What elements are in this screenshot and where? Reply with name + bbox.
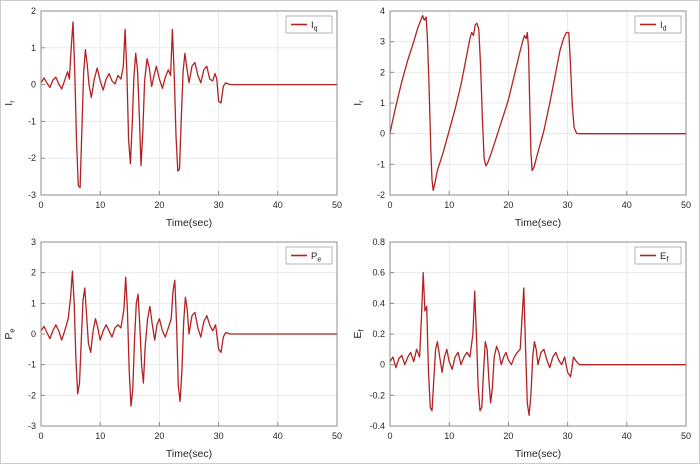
legend: Pe <box>285 246 333 265</box>
x-tick-label: 40 <box>273 431 283 441</box>
y-tick-label: 0.6 <box>372 268 385 278</box>
y-axis-label: Pe <box>3 328 17 339</box>
y-tick-label: -3 <box>28 190 36 200</box>
x-tick-label: 0 <box>387 431 392 441</box>
y-tick-label: -0.2 <box>369 390 385 400</box>
x-tick-label: 0 <box>387 200 392 210</box>
trace-line <box>389 14 687 192</box>
chart-pe: 0 10 20 30 40 50 -3 -2 -1 0 1 2 3 Time(sec) Pe Pe <box>3 237 342 460</box>
legend-box <box>634 15 682 34</box>
plot-id: 0 10 20 30 40 50 -2 -1 0 1 2 3 4 Time(sec) Ir Id <box>350 1 699 232</box>
y-tick-label: 2 <box>380 67 385 77</box>
y-tick-label: 0 <box>31 329 36 339</box>
y-tick-label: 0 <box>31 80 36 90</box>
x-tick-label: 40 <box>273 200 283 210</box>
legend-box <box>285 246 333 265</box>
y-tick-label: 2 <box>31 268 36 278</box>
y-tick-label: -2 <box>28 153 36 163</box>
y-tick-label: 3 <box>31 237 36 247</box>
plot-iq: 0 10 20 30 40 50 -3 -2 -1 0 1 2 Time(sec) Ir Iq <box>1 1 350 232</box>
x-tick-label: 50 <box>332 200 342 210</box>
trace-line <box>40 270 338 407</box>
legend-box <box>634 246 682 265</box>
x-tick-label: 50 <box>681 431 691 441</box>
plot-ef: 0 10 20 30 40 50 -0.4 -0.2 0 0.2 0.4 0.6 0.8 Time(sec… <box>350 232 699 463</box>
chart-id: 0 10 20 30 40 50 -2 -1 0 1 2 3 4 Time(sec) Ir Id <box>352 6 691 229</box>
y-tick-label: 0.8 <box>372 237 385 247</box>
y-tick-label: 0 <box>380 360 385 370</box>
chart-iq: 0 10 20 30 40 50 -3 -2 -1 0 1 2 Time(sec) Ir Iq <box>3 6 342 229</box>
y-tick-label: 0.4 <box>372 298 385 308</box>
y-tick-label: -1 <box>28 360 36 370</box>
y-tick-label: -2 <box>28 390 36 400</box>
y-tick-label: -1 <box>28 116 36 126</box>
legend-box <box>285 15 333 34</box>
chart-ef: 0 10 20 30 40 50 -0.4 -0.2 0 0.2 0.4 0.6 0.8 Time(sec… <box>352 237 691 460</box>
y-tick-label: -0.4 <box>369 421 385 431</box>
x-tick-label: 20 <box>154 200 164 210</box>
x-tick-label: 30 <box>563 431 573 441</box>
y-tick-label: 3 <box>380 37 385 47</box>
y-tick-label: 1 <box>31 298 36 308</box>
legend-label: Pe <box>311 251 321 264</box>
y-tick-label: 0.2 <box>372 329 385 339</box>
x-tick-label: 10 <box>444 200 454 210</box>
x-tick-label: 30 <box>563 200 573 210</box>
x-tick-label: 50 <box>332 431 342 441</box>
x-tick-label: 40 <box>622 431 632 441</box>
x-tick-label: 0 <box>38 431 43 441</box>
y-tick-label: 4 <box>380 6 385 16</box>
x-tick-label: 0 <box>38 200 43 210</box>
x-tick-label: 20 <box>503 431 513 441</box>
y-axis-label: Ef <box>352 329 366 339</box>
x-tick-label: 30 <box>214 431 224 441</box>
y-tick-label: 1 <box>380 98 385 108</box>
x-tick-label: 10 <box>95 431 105 441</box>
legend-label: Iq <box>311 20 318 33</box>
legend-label: Id <box>660 20 667 33</box>
x-axis-label: Time(sec) <box>515 217 561 229</box>
x-tick-label: 20 <box>503 200 513 210</box>
y-tick-label: 1 <box>31 43 36 53</box>
legend: Ef <box>634 246 682 265</box>
trace-line <box>40 21 338 189</box>
y-tick-label: -1 <box>377 159 385 169</box>
y-tick-label: -3 <box>28 421 36 431</box>
x-axis-label: Time(sec) <box>166 217 212 229</box>
x-tick-label: 40 <box>622 200 632 210</box>
trace-line <box>389 272 687 416</box>
y-tick-label: -2 <box>377 190 385 200</box>
x-tick-label: 20 <box>154 431 164 441</box>
x-axis-label: Time(sec) <box>166 448 212 460</box>
x-axis-label: Time(sec) <box>515 448 561 460</box>
y-tick-label: 2 <box>31 6 36 16</box>
y-tick-label: 0 <box>380 129 385 139</box>
legend: Iq <box>285 15 333 34</box>
plot-pe: 0 10 20 30 40 50 -3 -2 -1 0 1 2 3 Time(sec) Pe Pe <box>1 232 350 463</box>
x-tick-label: 50 <box>681 200 691 210</box>
x-tick-label: 30 <box>214 200 224 210</box>
axes-box <box>40 10 338 196</box>
y-axis-label: Ir <box>3 100 17 106</box>
legend-label: Ef <box>660 251 668 264</box>
legend: Id <box>634 15 682 34</box>
x-tick-label: 10 <box>95 200 105 210</box>
x-tick-label: 10 <box>444 431 454 441</box>
y-axis-label: Ir <box>352 100 366 106</box>
